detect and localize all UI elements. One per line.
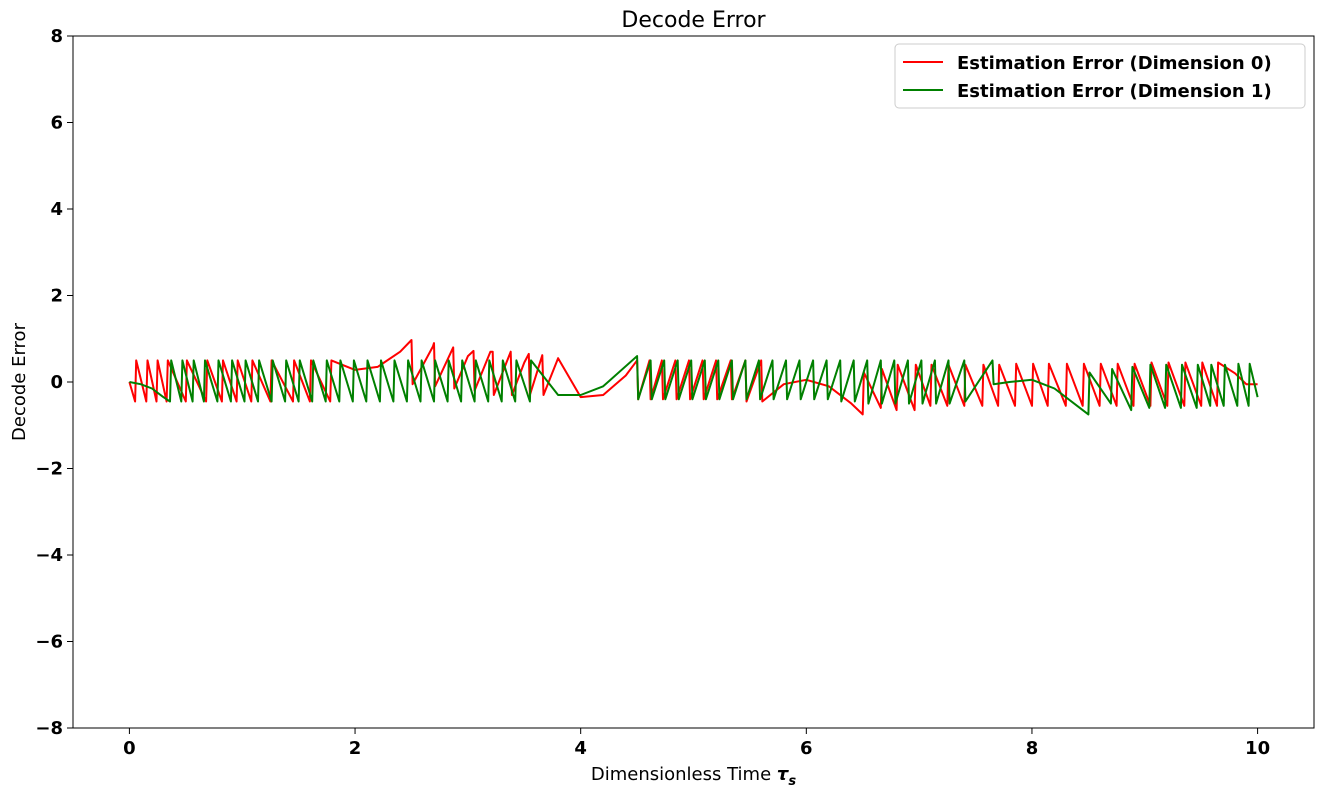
x-tick-label: 8: [1026, 738, 1039, 759]
legend: Estimation Error (Dimension 0) Estimatio…: [894, 43, 1306, 109]
x-axis-label-text: Dimensionless Time: [591, 764, 771, 785]
legend-label-dimension-0: Estimation Error (Dimension 0): [957, 53, 1272, 74]
x-tick-label: 4: [574, 738, 587, 759]
y-tick-label: 0: [50, 372, 63, 393]
y-tick-label: 8: [50, 26, 63, 47]
y-tick-label: −6: [35, 632, 63, 653]
y-tick-label: −8: [35, 718, 63, 739]
chart-title: Decode Error: [621, 8, 766, 33]
x-axis-label-symbol: τ: [777, 764, 789, 785]
y-tick-label: 2: [50, 286, 63, 307]
y-tick-label: −4: [35, 545, 63, 566]
legend-label-dimension-1: Estimation Error (Dimension 1): [957, 81, 1272, 102]
x-tick-label: 2: [349, 738, 362, 759]
y-tick-label: 6: [50, 113, 63, 134]
y-tick-label: −2: [35, 459, 63, 480]
x-tick-label: 0: [123, 738, 136, 759]
legend-box: [894, 43, 1306, 109]
x-tick-label: 10: [1245, 738, 1270, 759]
x-axis-label-subscript: s: [788, 774, 796, 789]
y-tick-label: 4: [50, 199, 63, 220]
x-axis: 0 2 4 6 8 10: [123, 728, 1270, 759]
series-line-dimension-1: [129, 355, 1259, 416]
x-axis-label: Dimensionless Time τs: [591, 764, 797, 789]
y-axis: −8 −6 −4 −2 0 2 4 6 8: [35, 26, 73, 739]
y-axis-label: Decode Error: [9, 322, 30, 441]
data-layer: [128, 339, 1259, 416]
x-tick-label: 6: [800, 738, 813, 759]
